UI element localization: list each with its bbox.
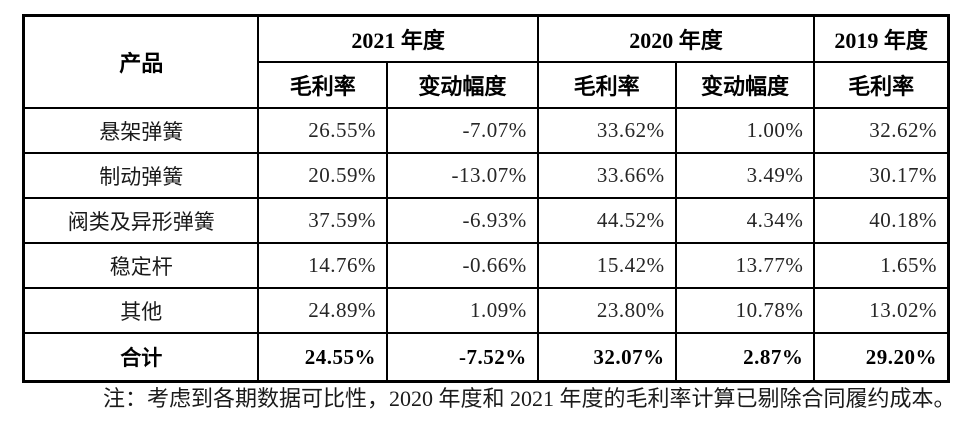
value-cell: 32.62%: [813, 107, 950, 154]
header-change-2021: 变动幅度: [386, 61, 539, 109]
product-cell: 阀类及异形弹簧: [22, 197, 260, 244]
header-product: 产品: [22, 14, 260, 109]
value-cell: 37.59%: [257, 197, 388, 244]
value-cell: 33.62%: [536, 107, 677, 154]
header-change-2020: 变动幅度: [674, 61, 816, 109]
table-row: 其他 24.89% 1.09% 23.80% 10.78% 13.02%: [22, 287, 950, 334]
value-cell: 44.52%: [536, 197, 677, 244]
header-gross-margin-2019: 毛利率: [813, 61, 950, 109]
header-gross-margin-2021: 毛利率: [257, 61, 388, 109]
header-year-2020: 2020 年度: [536, 14, 816, 63]
table-row: 阀类及异形弹簧 37.59% -6.93% 44.52% 4.34% 40.18…: [22, 197, 950, 244]
total-value-cell: 32.07%: [536, 332, 677, 383]
value-cell: -13.07%: [386, 152, 539, 199]
value-cell: 1.09%: [386, 287, 539, 334]
value-cell: 13.02%: [813, 287, 950, 334]
product-cell: 稳定杆: [22, 242, 260, 289]
gross-margin-table: 产品 2021 年度 2020 年度 2019 年度 毛利率 变动幅度 毛利率 …: [22, 14, 950, 383]
value-cell: 1.00%: [674, 107, 816, 154]
value-cell: 24.89%: [257, 287, 388, 334]
product-cell: 悬架弹簧: [22, 107, 260, 154]
table-row: 制动弹簧 20.59% -13.07% 33.66% 3.49% 30.17%: [22, 152, 950, 199]
value-cell: 40.18%: [813, 197, 950, 244]
total-value-cell: 2.87%: [674, 332, 816, 383]
value-cell: -0.66%: [386, 242, 539, 289]
value-cell: -6.93%: [386, 197, 539, 244]
table-row: 悬架弹簧 26.55% -7.07% 33.62% 1.00% 32.62%: [22, 107, 950, 154]
product-cell: 制动弹簧: [22, 152, 260, 199]
table-row-total: 合计 24.55% -7.52% 32.07% 2.87% 29.20%: [22, 332, 950, 383]
header-row-metrics: 毛利率 变动幅度 毛利率 变动幅度 毛利率: [24, 61, 950, 109]
value-cell: 3.49%: [674, 152, 816, 199]
value-cell: 26.55%: [257, 107, 388, 154]
header-gross-margin-2020: 毛利率: [536, 61, 677, 109]
footnote: 注：考虑到各期数据可比性，2020 年度和 2021 年度的毛利率计算已剔除合同…: [103, 386, 956, 411]
value-cell: 30.17%: [813, 152, 950, 199]
header-row-years: 产品 2021 年度 2020 年度 2019 年度: [22, 14, 950, 109]
value-cell: 13.77%: [674, 242, 816, 289]
total-value-cell: 29.20%: [813, 332, 950, 383]
total-value-cell: 24.55%: [257, 332, 388, 383]
value-cell: 15.42%: [536, 242, 677, 289]
value-cell: 33.66%: [536, 152, 677, 199]
product-cell: 其他: [22, 287, 260, 334]
header-year-2021: 2021 年度: [257, 14, 539, 63]
total-label-cell: 合计: [22, 332, 260, 383]
value-cell: 14.76%: [257, 242, 388, 289]
value-cell: 10.78%: [674, 287, 816, 334]
value-cell: 20.59%: [257, 152, 388, 199]
value-cell: 1.65%: [813, 242, 950, 289]
value-cell: 4.34%: [674, 197, 816, 244]
header-year-2019: 2019 年度: [813, 14, 950, 63]
value-cell: -7.07%: [386, 107, 539, 154]
value-cell: 23.80%: [536, 287, 677, 334]
table-row: 稳定杆 14.76% -0.66% 15.42% 13.77% 1.65%: [22, 242, 950, 289]
total-value-cell: -7.52%: [386, 332, 539, 383]
